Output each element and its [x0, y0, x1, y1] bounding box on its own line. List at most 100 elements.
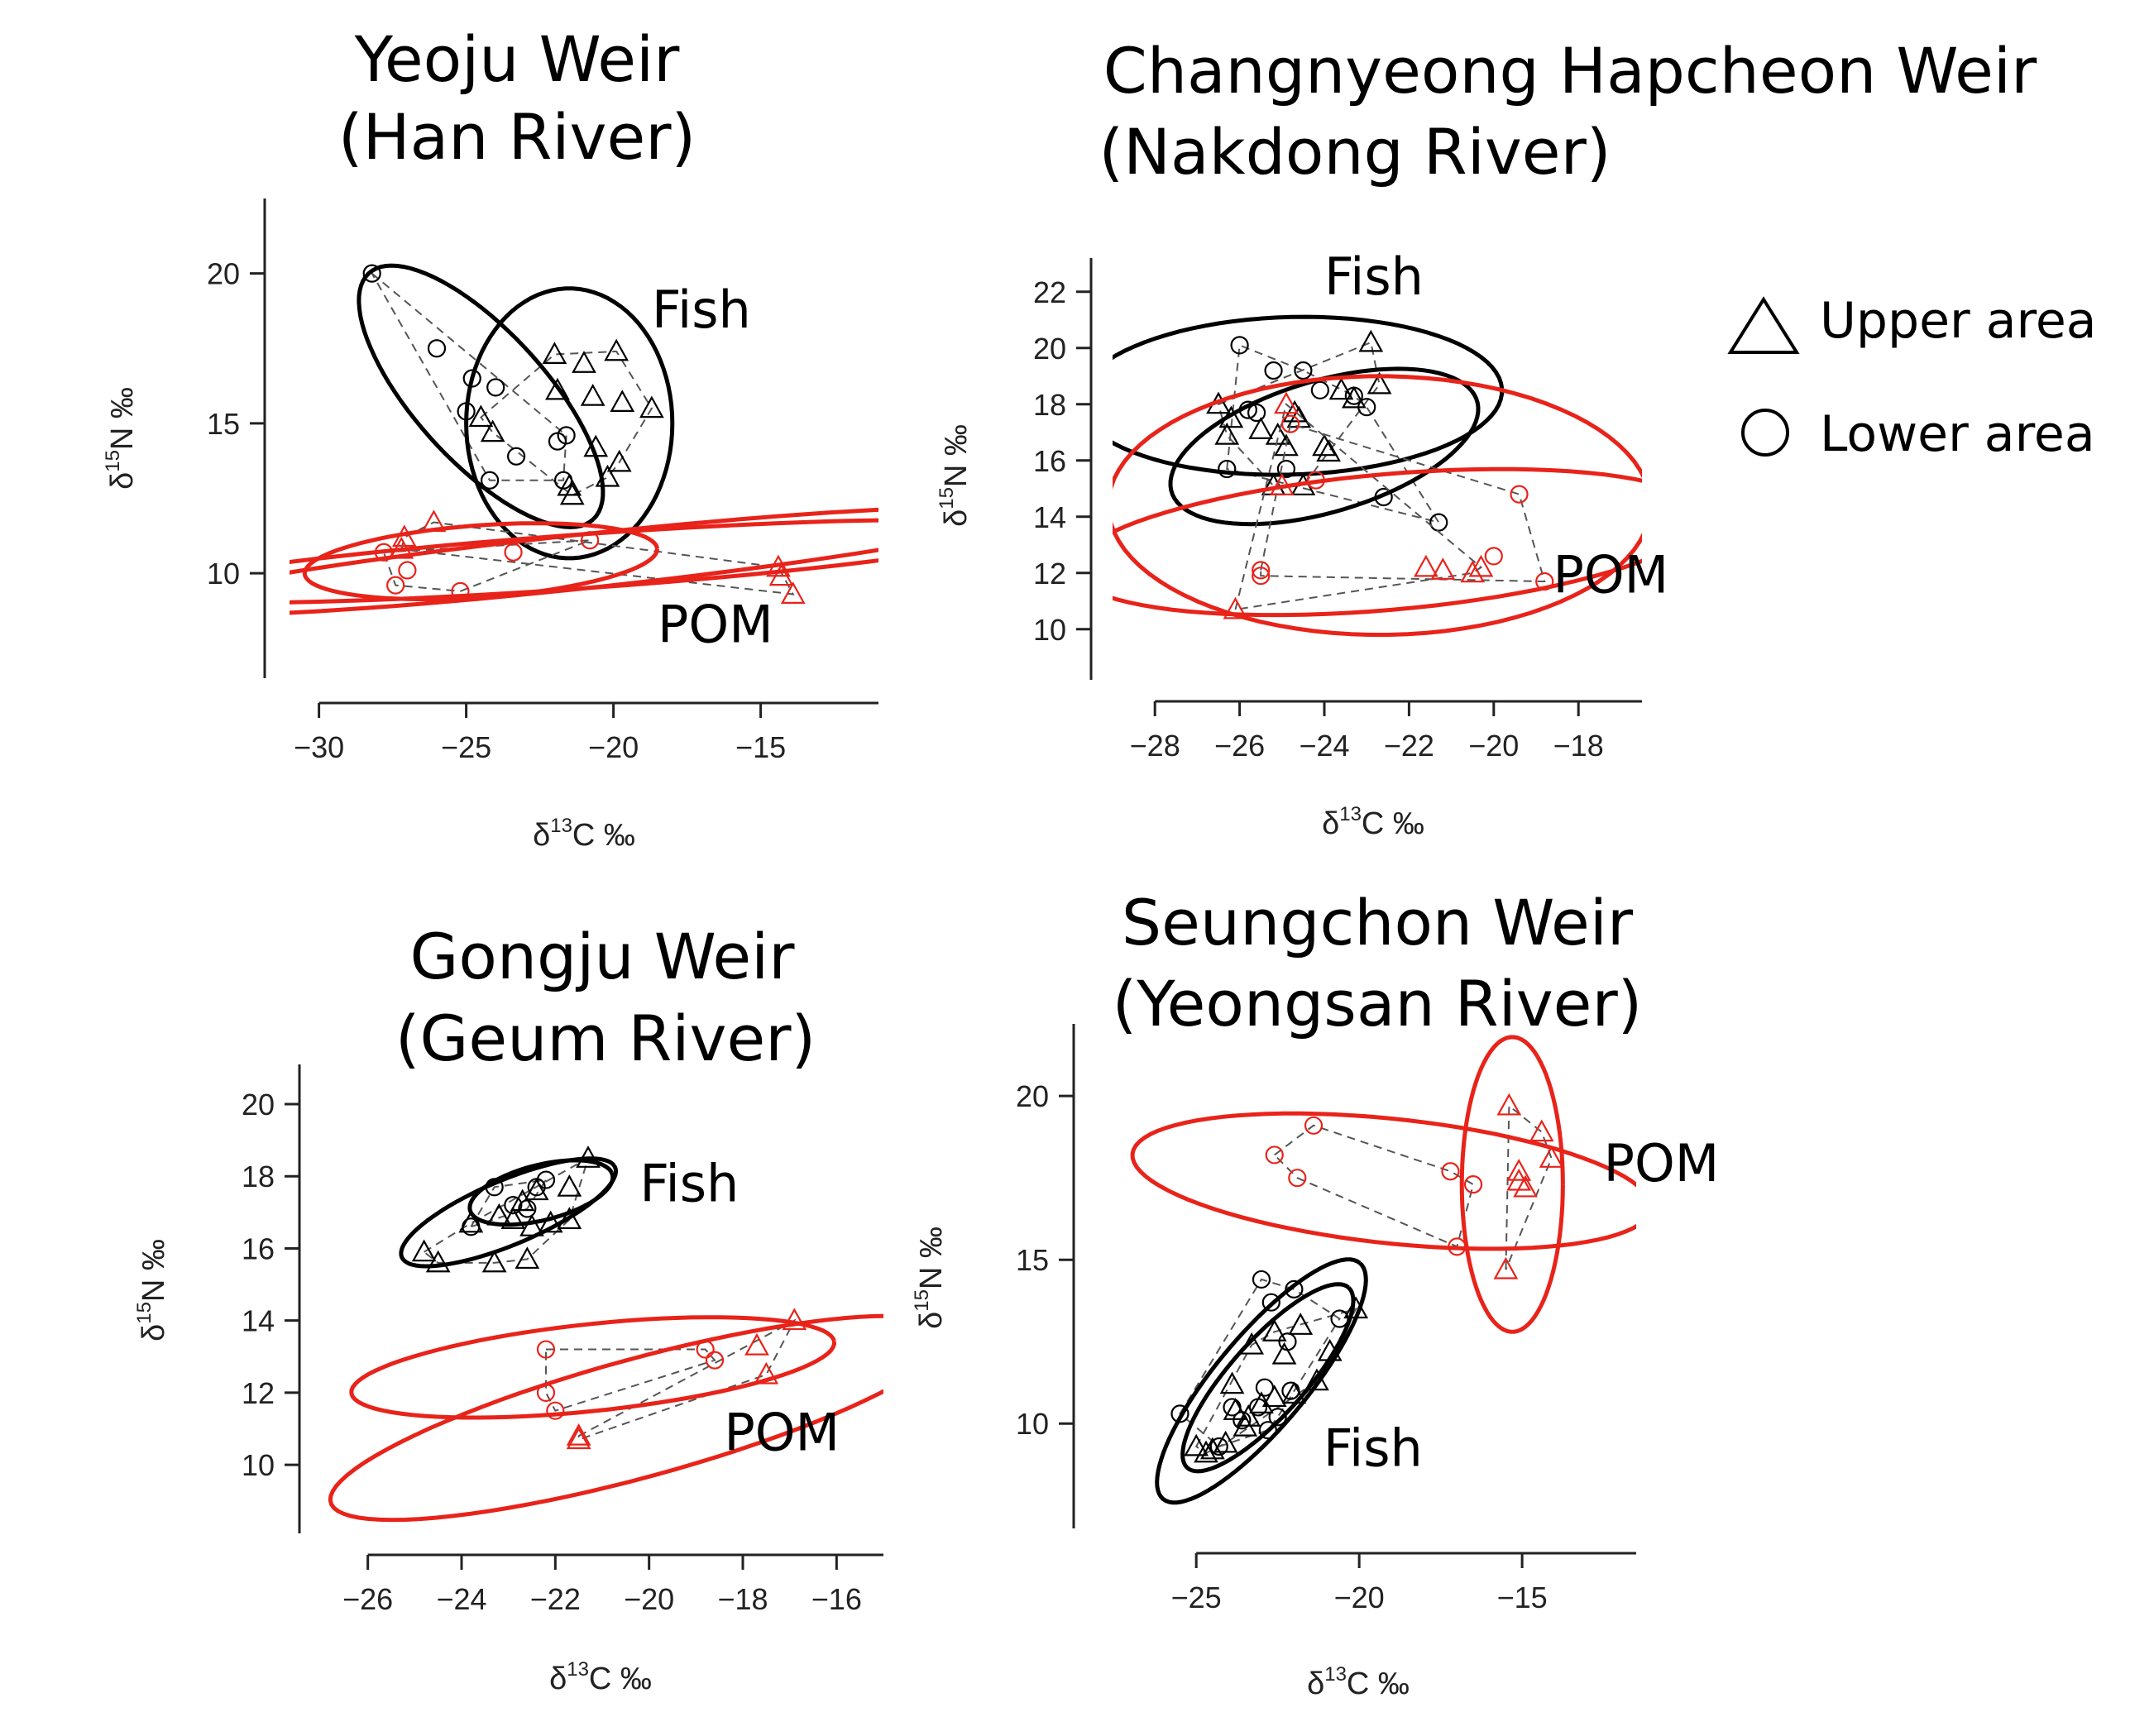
panel-changnyeong: Changnyeong Hapcheon Weir (Nakdong River… [936, 34, 2037, 841]
pom-lower-point [386, 576, 405, 595]
pom-lower-point [1463, 1174, 1483, 1194]
pom-lower-point [1252, 567, 1271, 586]
fish-lower-point [1209, 1437, 1228, 1456]
fish-ellipse [1113, 314, 1505, 477]
fish-upper-point [1341, 385, 1367, 409]
pom-upper-point [768, 563, 794, 586]
fish-upper-point [1343, 1296, 1369, 1319]
pom-lower-point [536, 1383, 556, 1403]
pom-upper-hull [1234, 403, 1483, 611]
y-tick-label: 16 [242, 1231, 275, 1265]
fish-lower-point [1268, 1408, 1287, 1427]
y-axis-label: δ15N ‰ [936, 424, 974, 527]
pom-ellipse [290, 518, 878, 605]
fish-upper-point [1261, 1384, 1287, 1408]
pom-lower-point [546, 1401, 565, 1420]
fish-lower-point [1344, 386, 1363, 405]
x-tick-label: −25 [1171, 1581, 1222, 1614]
fish-upper-point [557, 1174, 582, 1197]
fish-lower-point [1218, 459, 1237, 479]
pom-upper-point [1430, 557, 1456, 580]
fish-lower-point [480, 471, 500, 490]
data-layer [328, 1145, 883, 1523]
group-label-pom: POM [658, 595, 773, 655]
fish-lower-point [485, 1178, 504, 1197]
fish-lower-point [1276, 459, 1296, 479]
fish-upper-point [1261, 1319, 1287, 1341]
fish-lower-hull [469, 1179, 548, 1229]
fish-ellipse [464, 286, 675, 561]
pom-upper-point [766, 554, 791, 577]
pom-lower-point [705, 1351, 725, 1370]
pom-upper-point [1414, 554, 1438, 577]
pom-lower-point [1306, 471, 1325, 490]
panel-title-line-1: Seungchon Weir [1122, 886, 1634, 959]
fish-lower-point [1252, 1270, 1271, 1289]
pom-lower-point [504, 543, 523, 562]
fish-upper-point [1274, 433, 1299, 457]
pom-lower-point [536, 1340, 556, 1359]
y-tick-label: 20 [207, 257, 240, 291]
fish-lower-point [1285, 1279, 1304, 1298]
fish-lower-point [1248, 1398, 1268, 1417]
fish-upper-point [1194, 1440, 1218, 1463]
panel-title-line-2: (Yeongsan River) [1113, 967, 1643, 1040]
legend-lower-label: Lower area [1820, 405, 2095, 463]
fish-upper-point [486, 1203, 512, 1226]
fish-lower-point [536, 1170, 556, 1189]
x-tick-label: −15 [735, 730, 786, 764]
fish-ellipse [467, 1158, 615, 1227]
fish-lower-point [507, 447, 526, 466]
y-tick-label: 15 [207, 407, 240, 441]
panel-title-line-1: Gongju Weir [409, 920, 795, 993]
x-axis-label: δ13C ‰ [549, 1658, 652, 1696]
pom-lower-point [374, 543, 394, 562]
y-tick-label: 10 [207, 557, 240, 591]
pom-upper-point [566, 1427, 591, 1450]
pom-lower-hull [382, 539, 591, 592]
fish-lower-point [427, 339, 447, 358]
fish-upper-point [1200, 1437, 1225, 1460]
x-axis-label: δ13C ‰ [533, 815, 635, 853]
fish-lower-point [1258, 1421, 1277, 1440]
y-tick-label: 22 [1033, 275, 1066, 309]
fish-upper-point [610, 390, 635, 412]
x-tick-label: −20 [588, 730, 639, 764]
plot-area: −26 −24 −22 −20 −18 −16 10 12 14 16 18 20 δ13C ‰ δ15N… [133, 1064, 883, 1696]
fish-lower-point [1230, 336, 1249, 355]
y-tick-label: 10 [242, 1448, 275, 1482]
fish-lower-point [1374, 487, 1393, 507]
pom-lower-point [1535, 571, 1554, 591]
fish-upper-point [580, 383, 606, 406]
pom-lower-hull [1273, 1124, 1475, 1248]
pom-lower-point [696, 1340, 715, 1359]
pom-upper-point [1460, 560, 1486, 583]
x-tick-label: −18 [717, 1582, 768, 1616]
fish-upper-point [480, 419, 505, 442]
fish-upper-hull [1217, 341, 1381, 487]
pom-upper-point [389, 536, 414, 559]
pom-upper-point [391, 524, 417, 548]
x-tick-label: −20 [1468, 729, 1519, 763]
y-tick-label: 16 [1033, 444, 1066, 478]
fish-lower-point [462, 1217, 481, 1236]
x-tick-label: −28 [1130, 729, 1180, 763]
fish-upper-hull [1194, 1308, 1358, 1455]
fish-upper-point [524, 1178, 549, 1201]
x-axis-label: δ13C ‰ [1322, 803, 1424, 841]
fish-lower-hull [371, 272, 567, 481]
pom-lower-point [1484, 547, 1503, 566]
fish-lower-point [1247, 403, 1266, 423]
pom-lower-point [398, 561, 417, 580]
fish-upper-point [468, 404, 494, 428]
pom-lower-point [1510, 485, 1529, 504]
group-label-fish: Fish [1324, 246, 1424, 307]
y-axis-label: δ15N ‰ [911, 1227, 949, 1329]
pom-lower-point [1448, 1237, 1467, 1256]
pom-lower-point [451, 581, 470, 600]
fish-upper-point [425, 1250, 451, 1273]
fish-upper-point [545, 377, 570, 400]
group-label-fish: Fish [652, 280, 751, 340]
fish-lower-point [1264, 361, 1283, 380]
